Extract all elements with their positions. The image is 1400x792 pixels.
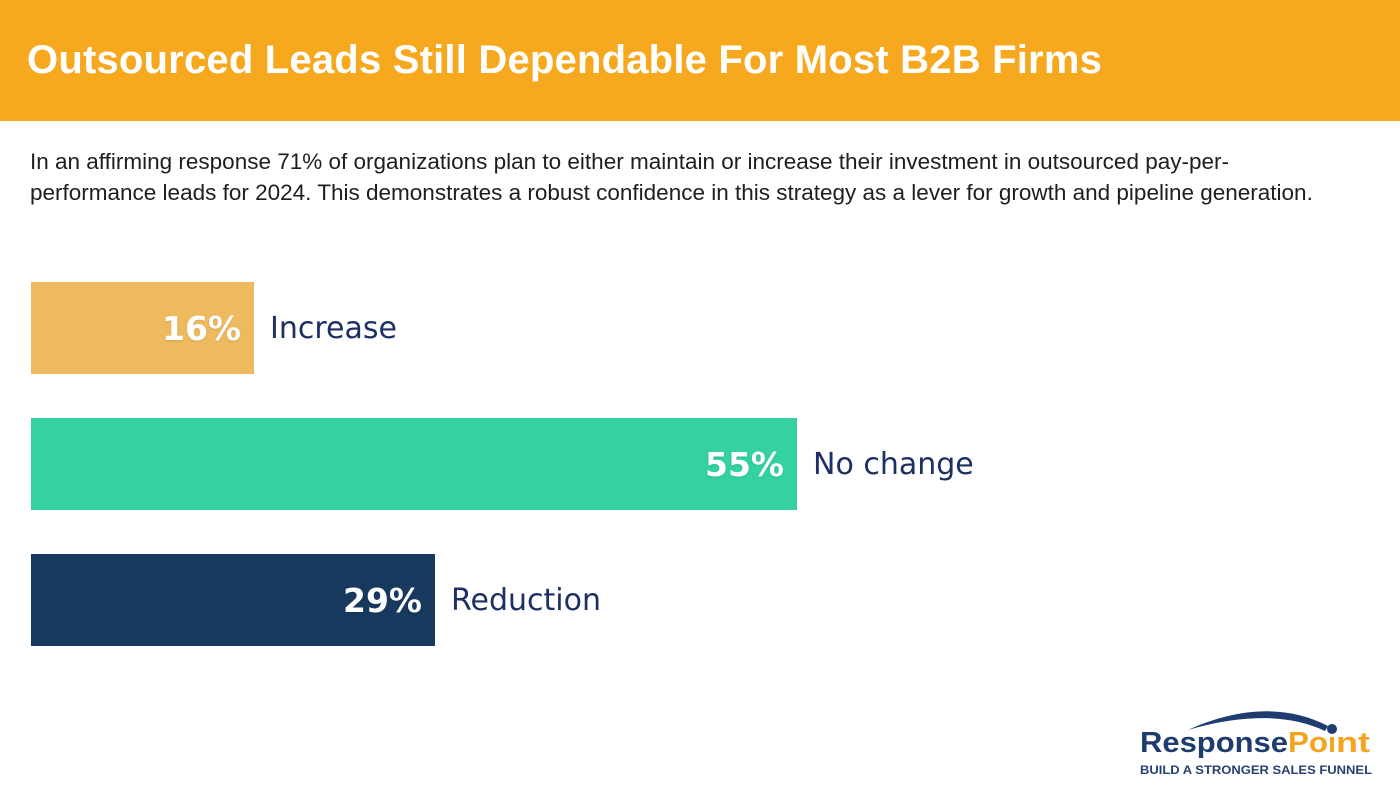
- logo-swoosh-icon: [1188, 711, 1328, 731]
- logo-graphic: Response Po ı nt BUILD A STRONGER SALES …: [1140, 711, 1372, 777]
- logo-brand-point-po: Po: [1288, 727, 1328, 759]
- bar-no-change: 55%: [31, 418, 797, 510]
- bar-value-label: 16%: [162, 308, 241, 348]
- logo-brand-response: Response: [1140, 727, 1288, 759]
- bar-category-label: Reduction: [451, 582, 601, 618]
- bar-value-label: 29%: [343, 580, 422, 620]
- responsepoint-logo: Response Po ı nt BUILD A STRONGER SALES …: [1136, 700, 1386, 784]
- bar-category-label: Increase: [270, 310, 397, 346]
- bar-category-label: No change: [813, 446, 974, 482]
- bar-value-label: 55%: [705, 444, 784, 484]
- bar-row: 55% No change: [31, 418, 974, 510]
- bar-row: 29% Reduction: [31, 554, 601, 646]
- logo-brand-point-nt: nt: [1336, 727, 1370, 759]
- logo-swoosh-dot-icon: [1327, 724, 1337, 734]
- header-banner: Outsourced Leads Still Dependable For Mo…: [0, 0, 1400, 121]
- bar-row: 16% Increase: [31, 282, 397, 374]
- bar-reduction: 29%: [31, 554, 435, 646]
- bar-increase: 16%: [31, 282, 254, 374]
- intro-paragraph: In an affirming response 71% of organiza…: [30, 149, 1313, 205]
- page-title: Outsourced Leads Still Dependable For Mo…: [27, 38, 1103, 82]
- logo-brand-point-i: ı: [1328, 727, 1336, 759]
- logo-tagline: BUILD A STRONGER SALES FUNNEL: [1140, 765, 1372, 777]
